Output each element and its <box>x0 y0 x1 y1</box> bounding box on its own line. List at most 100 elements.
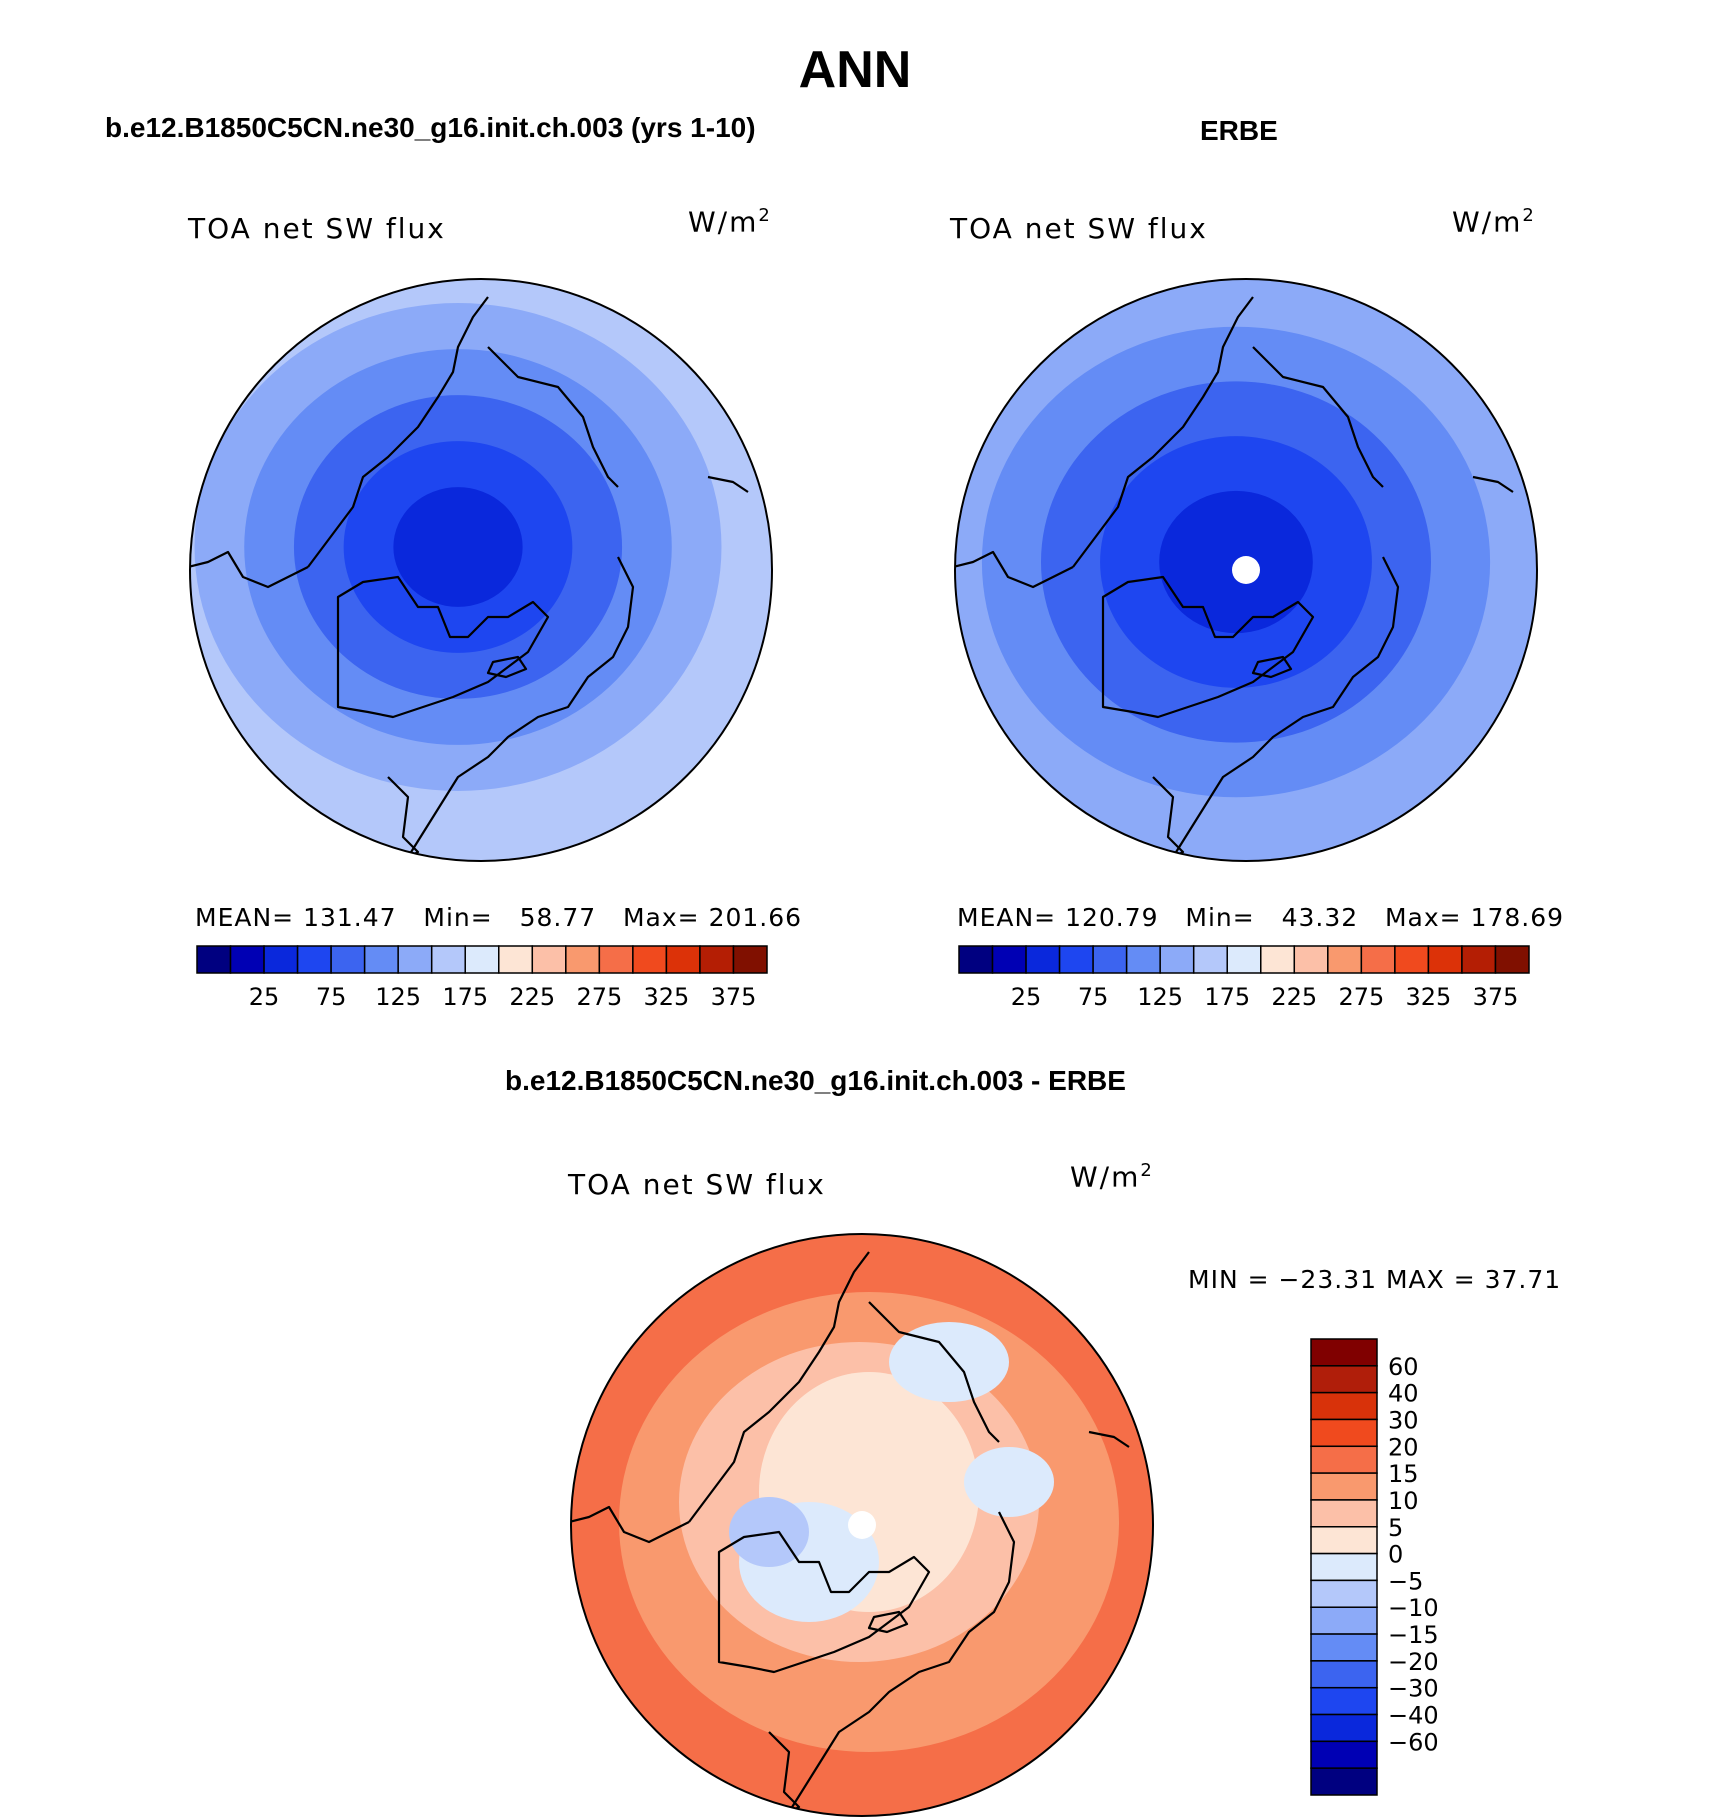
colorbar-tick-label: 325 <box>1406 983 1452 1011</box>
colorbar-box <box>1394 945 1430 974</box>
obs-panel-title: ERBE <box>1200 115 1278 146</box>
colorbar-box <box>732 945 768 974</box>
colorbar-box <box>991 945 1027 974</box>
colorbar-tick-label: −20 <box>1388 1648 1439 1676</box>
colorbar-box <box>632 945 668 974</box>
colorbar-box <box>464 945 500 974</box>
colorbar-box <box>498 945 534 974</box>
diff-polar-map <box>570 1233 1154 1817</box>
colorbar-box <box>1310 1338 1378 1367</box>
colorbar-box <box>296 945 332 974</box>
colorbar-tick-label: 125 <box>1137 983 1183 1011</box>
colorbar-box <box>1310 1660 1378 1689</box>
colorbar-box <box>665 945 701 974</box>
colorbar-box <box>397 945 433 974</box>
colorbar-box <box>1360 945 1396 974</box>
colorbar-box <box>1310 1713 1378 1743</box>
colorbar-box <box>1092 945 1128 974</box>
colorbar-box <box>1310 1552 1378 1582</box>
colorbar-tick-label: 20 <box>1388 1433 1419 1461</box>
contour-band <box>393 487 523 607</box>
diff-variable-label: TOA net SW flux <box>568 1168 826 1201</box>
colorbar-tick-label: 375 <box>711 983 757 1011</box>
colorbar-tick-label: 125 <box>375 983 421 1011</box>
colorbar-tick-label: 225 <box>509 983 555 1011</box>
colorbar-tick-label: 275 <box>1338 983 1384 1011</box>
diff-units-label: W/m2 <box>1070 1160 1154 1194</box>
contour-band <box>889 1322 1009 1402</box>
colorbar-box <box>565 945 601 974</box>
colorbar-tick-label: 175 <box>1204 983 1250 1011</box>
colorbar-box <box>1310 1740 1378 1769</box>
pole-missing-data <box>848 1511 876 1539</box>
colorbar-box <box>1310 1391 1378 1421</box>
colorbar-box <box>1461 945 1497 974</box>
colorbar-box <box>1310 1767 1378 1796</box>
colorbar-tick-label: 0 <box>1388 1541 1403 1569</box>
obs-variable-label: TOA net SW flux <box>950 212 1208 245</box>
colorbar-box <box>1025 945 1061 974</box>
colorbar-tick-label: 60 <box>1388 1353 1419 1381</box>
colorbar-box <box>1310 1418 1378 1448</box>
colorbar-tick-label: −15 <box>1388 1621 1439 1649</box>
pole-missing-data <box>1232 556 1260 584</box>
colorbar-box <box>1494 945 1530 974</box>
contour-band <box>729 1497 809 1567</box>
coastlines <box>190 296 749 861</box>
diff-minmax: MIN = −23.31 MAX = 37.71 <box>1188 1265 1562 1294</box>
model-units-label: W/m2 <box>688 205 772 239</box>
model-panel-title: b.e12.B1850C5CN.ne30_g16.init.ch.003 (yr… <box>105 112 756 143</box>
colorbar-box <box>363 945 399 974</box>
colorbar-box <box>1310 1686 1378 1716</box>
colorbar-box <box>1427 945 1463 974</box>
colorbar-box <box>958 945 994 974</box>
colorbar-box <box>1293 945 1329 974</box>
colorbar-tick-label: −40 <box>1388 1702 1439 1730</box>
colorbar-box <box>1310 1633 1378 1662</box>
obs-colorbar: 25 75 125 175 225 275 325 375 <box>958 945 1530 1011</box>
colorbar-tick-label: 30 <box>1388 1406 1419 1434</box>
colorbar-tick-label: 225 <box>1271 983 1317 1011</box>
colorbar-tick-label: 10 <box>1388 1487 1419 1515</box>
colorbar-tick-label: −60 <box>1388 1728 1439 1756</box>
colorbar-box <box>1310 1499 1378 1528</box>
colorbar-box <box>1310 1526 1378 1555</box>
colorbar-box <box>1226 945 1262 974</box>
colorbar-box <box>1159 945 1195 974</box>
colorbar-box <box>1192 945 1228 974</box>
model-variable-label: TOA net SW flux <box>188 212 446 245</box>
colorbar-box <box>430 945 466 974</box>
colorbar-box <box>1260 945 1296 974</box>
model-stats: MEAN= 131.47 Min= 58.77 Max= 201.66 <box>195 903 803 932</box>
contour-band <box>964 1447 1054 1517</box>
obs-units-label: W/m2 <box>1452 205 1536 239</box>
colorbar-box <box>1310 1365 1378 1394</box>
colorbar-box <box>229 945 265 974</box>
colorbar-tick-label: 25 <box>249 983 280 1011</box>
coastlines <box>955 296 1514 861</box>
obs-stats: MEAN= 120.79 Min= 43.32 Max= 178.69 <box>957 903 1565 932</box>
figure-title: ANN <box>798 41 912 99</box>
colorbar-tick-label: 15 <box>1388 1460 1419 1488</box>
colorbar-tick-label: −5 <box>1388 1567 1423 1595</box>
colorbar-box <box>330 945 366 974</box>
colorbar-tick-label: 75 <box>316 983 347 1011</box>
colorbar-tick-label: 175 <box>442 983 488 1011</box>
colorbar-box <box>1058 945 1094 974</box>
colorbar-tick-label: 325 <box>644 983 690 1011</box>
colorbar-tick-label: −30 <box>1388 1675 1439 1703</box>
model-polar-map <box>189 278 773 862</box>
colorbar-box <box>1125 945 1161 974</box>
colorbar-box <box>1310 1472 1378 1501</box>
colorbar-tick-label: 5 <box>1388 1514 1403 1542</box>
colorbar-box <box>1310 1579 1378 1608</box>
colorbar-box <box>196 945 232 974</box>
colorbar-tick-label: 275 <box>576 983 622 1011</box>
colorbar-tick-label: 75 <box>1078 983 1109 1011</box>
colorbar-box <box>1327 945 1363 974</box>
diff-panel-title: b.e12.B1850C5CN.ne30_g16.init.ch.003 - E… <box>505 1065 1126 1096</box>
colorbar-box <box>1310 1606 1378 1635</box>
obs-polar-map <box>954 278 1538 862</box>
colorbar-tick-label: 375 <box>1473 983 1519 1011</box>
